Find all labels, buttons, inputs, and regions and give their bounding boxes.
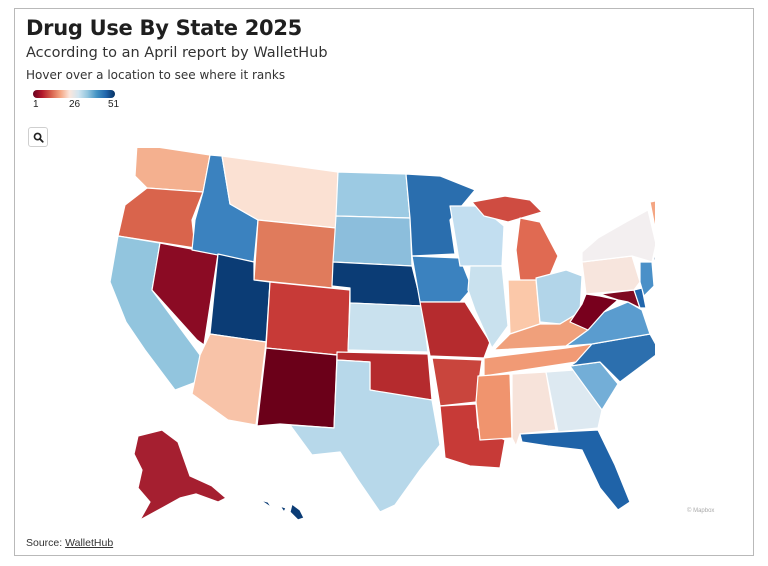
state-north-dakota[interactable] — [335, 171, 411, 219]
state-arkansas[interactable] — [431, 357, 483, 407]
state-michigan-upper[interactable] — [471, 195, 543, 223]
state-georgia[interactable] — [545, 369, 603, 433]
state-south-dakota[interactable] — [332, 215, 413, 267]
us-choropleth-map[interactable] — [95, 148, 655, 528]
state-minnesota[interactable] — [405, 173, 476, 257]
state-arizona[interactable] — [191, 333, 267, 426]
legend-gradient-bar — [33, 90, 115, 98]
state-illinois[interactable] — [467, 265, 509, 349]
legend-min-label: 1 — [33, 99, 39, 110]
state-washington[interactable] — [134, 148, 211, 193]
state-florida[interactable] — [519, 429, 631, 511]
state-hawaii[interactable] — [259, 499, 305, 521]
state-kansas[interactable] — [347, 302, 429, 353]
state-wyoming[interactable] — [253, 219, 337, 289]
state-missouri[interactable] — [419, 301, 491, 359]
source-label: Source: — [26, 537, 66, 549]
search-icon — [33, 132, 44, 143]
state-texas[interactable] — [289, 359, 441, 513]
state-new-york[interactable] — [581, 209, 655, 263]
state-colorado[interactable] — [265, 281, 351, 357]
legend-mid-label: 26 — [69, 99, 81, 110]
map-title: Drug Use By State 2025 — [26, 16, 302, 40]
legend-max-label: 51 — [108, 99, 120, 110]
state-alaska[interactable] — [133, 429, 227, 521]
state-mississippi[interactable] — [475, 373, 513, 441]
state-iowa[interactable] — [411, 255, 473, 303]
map-subtitle: According to an April report by WalletHu… — [26, 45, 328, 61]
state-new-jersey[interactable] — [639, 261, 655, 297]
state-west-virginia[interactable] — [569, 293, 619, 331]
state-pennsylvania[interactable] — [581, 255, 641, 295]
source-note: Source: WalletHub — [26, 537, 113, 549]
state-vermont[interactable] — [649, 200, 655, 232]
search-button[interactable] — [28, 127, 48, 147]
source-link[interactable]: WalletHub — [65, 537, 114, 549]
state-michigan[interactable] — [515, 217, 559, 283]
map-attribution: © Mapbox — [687, 508, 715, 514]
hover-hint: Hover over a location to see where it ra… — [26, 68, 286, 82]
state-connecticut[interactable] — [653, 240, 655, 261]
color-legend: 1 26 51 — [33, 90, 119, 110]
state-new-mexico[interactable] — [256, 347, 338, 429]
